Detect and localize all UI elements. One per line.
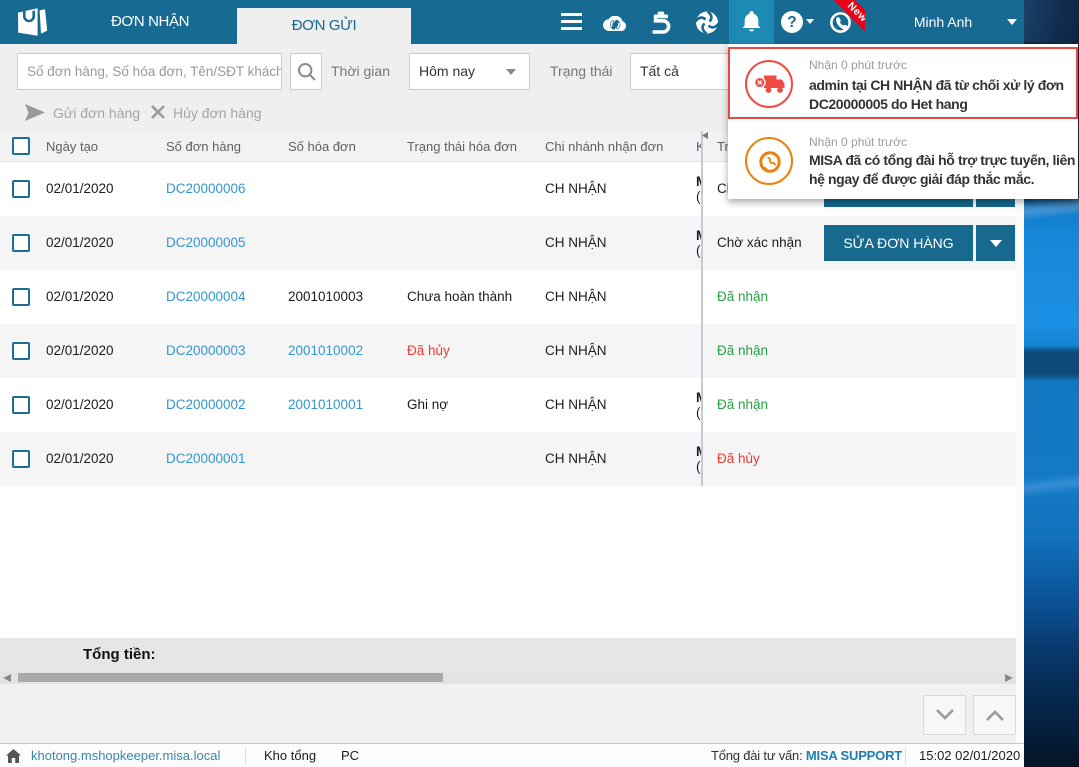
svg-text:?: ? [787,14,796,31]
